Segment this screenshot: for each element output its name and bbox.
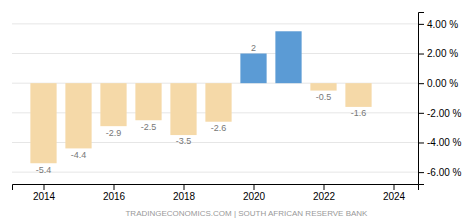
bar xyxy=(30,83,56,163)
plot-area xyxy=(30,31,371,163)
x-tick: 2020 xyxy=(243,184,266,202)
x-tick-label: 2020 xyxy=(243,191,266,202)
x-tick: 2014 xyxy=(33,184,56,202)
data-label: -0.5 xyxy=(316,92,332,102)
x-tick: 2016 xyxy=(103,184,126,202)
y-tick: 4.00 % xyxy=(418,19,458,30)
x-tick-mark xyxy=(44,184,45,190)
x-tick: 2022 xyxy=(313,184,336,202)
grid xyxy=(12,24,418,172)
x-tick-mark xyxy=(184,184,185,190)
y-tick: -6.00 % xyxy=(418,167,462,178)
x-tick-label: 2016 xyxy=(103,191,126,202)
y-tick-label: 2.00 % xyxy=(427,48,458,59)
data-label: -2.5 xyxy=(141,122,157,132)
x-tick-label: 2024 xyxy=(383,191,406,202)
chart: -5.4-4.4-2.9-2.5-3.5-2.62-0.5-1.62014201… xyxy=(0,0,474,220)
bar xyxy=(205,83,231,122)
x-tick-mark xyxy=(324,184,325,190)
x-axis-line xyxy=(13,185,419,191)
y-tick-label: -2.00 % xyxy=(427,108,462,119)
y-tick: -4.00 % xyxy=(418,137,462,148)
y-tick: 2.00 % xyxy=(418,48,458,59)
y-tick-label: 4.00 % xyxy=(427,19,458,30)
bar xyxy=(310,83,336,90)
data-label: -4.4 xyxy=(71,150,87,160)
y-tick-label: -4.00 % xyxy=(427,137,462,148)
y-axis-line xyxy=(419,13,425,185)
x-tick-label: 2018 xyxy=(173,191,196,202)
x-tick-mark xyxy=(394,184,395,190)
grid-line xyxy=(12,172,418,173)
data-label: -2.9 xyxy=(106,128,122,138)
x-tick-label: 2022 xyxy=(313,191,336,202)
bar xyxy=(65,83,91,148)
y-tick-mark xyxy=(418,113,424,114)
bar xyxy=(275,31,301,83)
x-tick-mark xyxy=(114,184,115,190)
y-tick-mark xyxy=(418,172,424,173)
data-label: 2 xyxy=(251,43,256,53)
bar xyxy=(170,83,196,135)
data-label: -1.6 xyxy=(351,108,367,118)
bar xyxy=(345,83,371,107)
y-tick-label: 0.00 % xyxy=(427,78,458,89)
y-axis: 4.00 % 2.00 % 0.00 % -2.00 % -4.00 % -6.00 % xyxy=(418,13,462,185)
x-tick-mark xyxy=(254,184,255,190)
bar xyxy=(135,83,161,120)
y-tick-mark xyxy=(418,142,424,143)
y-tick: 0.00 % xyxy=(418,78,458,89)
data-labels: -5.4 -4.4 -2.9 -2.5 -3.5 -2.6 2 -0.5 -1.6 xyxy=(36,43,367,175)
bar xyxy=(240,54,266,84)
x-axis: 2014 2016 2018 2020 2022 2024 xyxy=(13,184,419,202)
x-tick: 2018 xyxy=(173,184,196,202)
y-tick: -2.00 % xyxy=(418,108,462,119)
bar xyxy=(100,83,126,126)
annotation: TRADINGECONOMICS.COM | SOUTH AFRICAN RES… xyxy=(125,209,368,218)
x-tick-label: 2014 xyxy=(33,191,56,202)
grid-line xyxy=(12,53,418,54)
grid-line xyxy=(12,23,418,24)
data-label: -2.6 xyxy=(211,123,227,133)
y-tick-mark xyxy=(418,83,424,84)
data-label: -5.4 xyxy=(36,165,52,175)
data-label: -3.5 xyxy=(176,136,192,146)
y-tick-mark xyxy=(418,54,424,55)
x-tick: 2024 xyxy=(383,184,406,202)
y-tick-label: -6.00 % xyxy=(427,167,462,178)
y-tick-mark xyxy=(418,24,424,25)
